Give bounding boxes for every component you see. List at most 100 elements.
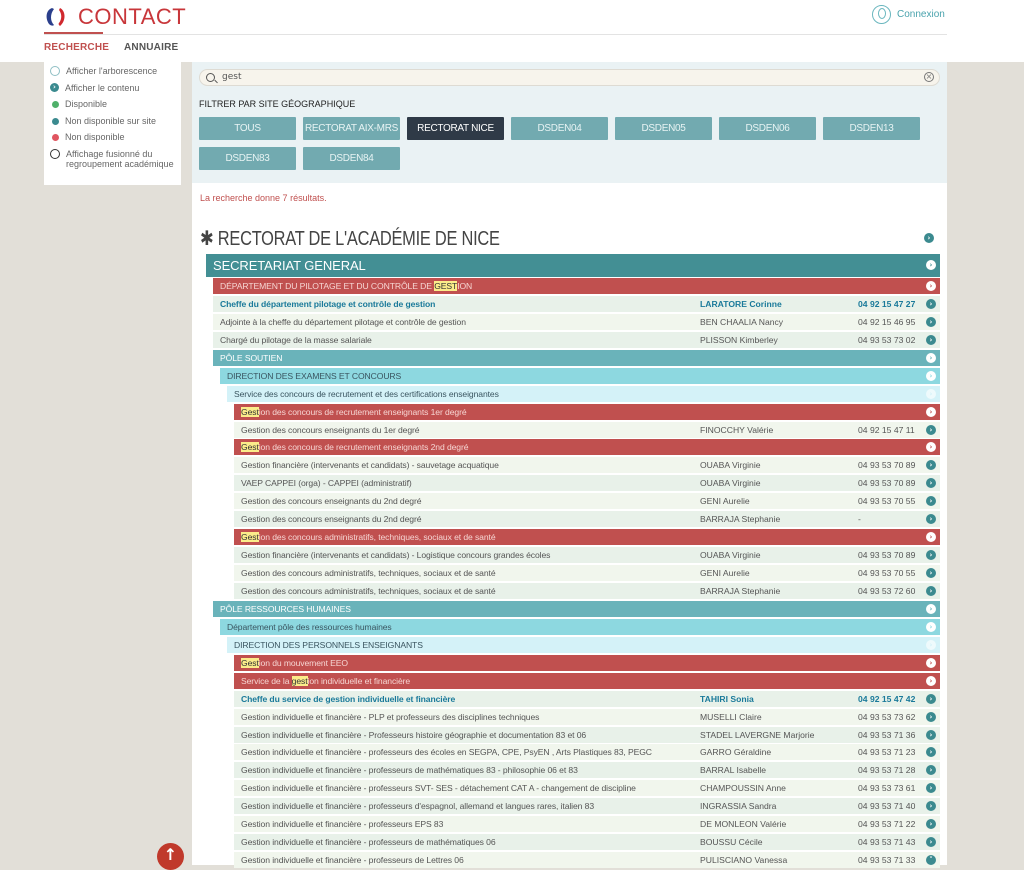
- contact-name: LARATORE Corinne: [700, 298, 782, 309]
- chevron-down-icon[interactable]: ˅: [926, 855, 936, 866]
- arrow-right-icon[interactable]: ›: [926, 639, 936, 650]
- arrow-right-icon[interactable]: ›: [926, 260, 936, 270]
- arrow-right-icon[interactable]: ›: [926, 765, 936, 776]
- row-label-text: Cheffe du service de gestion individuell…: [241, 693, 456, 704]
- contact-row[interactable]: Gestion individuelle et financière - PLP…: [234, 708, 940, 725]
- arrow-right-icon[interactable]: ›: [926, 442, 936, 453]
- scroll-to-top-button[interactable]: ↑: [157, 843, 184, 870]
- arrow-right-icon[interactable]: ›: [926, 837, 936, 848]
- filter-button[interactable]: RECTORAT NICE: [407, 117, 504, 140]
- filter-panel: gest × FILTRER PAR SITE GÉOGRAPHIQUE TOU…: [192, 62, 947, 183]
- arrow-right-icon[interactable]: ›: [926, 783, 936, 794]
- arrow-right-icon[interactable]: ›: [926, 316, 936, 327]
- contact-row[interactable]: VAEP CAPPEI (orga) - CAPPEI (administrat…: [234, 475, 940, 492]
- nav-recherche[interactable]: RECHERCHE: [44, 42, 110, 53]
- row-label-text: ion des concours de recrutement enseigna…: [258, 406, 467, 417]
- group-row[interactable]: PÔLE RESSOURCES HUMAINES ›: [213, 600, 940, 617]
- arrow-right-icon[interactable]: ›: [926, 478, 936, 489]
- arrow-right-icon[interactable]: ›: [926, 496, 936, 507]
- arrow-right-icon[interactable]: ›: [926, 514, 936, 525]
- filter-button[interactable]: DSDEN06: [719, 117, 816, 140]
- arrow-right-icon[interactable]: ›: [926, 801, 936, 812]
- contact-row[interactable]: Gestion des concours enseignants du 1er …: [234, 421, 940, 438]
- row-label-text: Gestion des concours administratifs, tec…: [241, 568, 496, 579]
- arrow-right-icon[interactable]: ›: [926, 388, 936, 399]
- contact-row[interactable]: Gestion individuelle et financière - pro…: [234, 780, 940, 797]
- arrow-right-icon[interactable]: ›: [926, 406, 936, 417]
- arrow-right-icon[interactable]: ›: [926, 675, 936, 686]
- contact-row[interactable]: Gestion financière (intervenants et cand…: [234, 547, 940, 564]
- legend-label: Non disponible: [65, 132, 125, 142]
- group-row[interactable]: DIRECTION DES EXAMENS ET CONCOURS ›: [220, 367, 940, 384]
- clear-search-icon[interactable]: ×: [924, 72, 934, 82]
- contact-row[interactable]: Gestion individuelle et financière - pro…: [234, 762, 940, 779]
- contact-row[interactable]: Gestion individuelle et financière - pro…: [234, 798, 940, 815]
- arrow-right-icon[interactable]: ›: [926, 532, 936, 543]
- contact-row[interactable]: Gestion des concours enseignants du 2nd …: [234, 493, 940, 510]
- contact-row[interactable]: Cheffe du département pilotage et contrô…: [213, 295, 940, 312]
- contact-row[interactable]: Gestion individuelle et financière - pro…: [234, 852, 940, 869]
- arrow-right-icon[interactable]: ›: [926, 819, 936, 830]
- search-input[interactable]: gest ×: [199, 69, 940, 86]
- contact-row[interactable]: Gestion individuelle et financière - Pro…: [234, 726, 940, 743]
- contact-name: TAHIRI Sonia: [700, 693, 754, 704]
- arrow-right-icon[interactable]: ›: [926, 621, 936, 632]
- contact-row[interactable]: Gestion des concours administratifs, tec…: [234, 565, 940, 582]
- filter-button[interactable]: TOUS: [199, 117, 296, 140]
- arrow-right-icon[interactable]: ›: [926, 370, 936, 381]
- filter-button[interactable]: DSDEN04: [511, 117, 608, 140]
- arrow-right-icon[interactable]: ›: [926, 729, 936, 740]
- contact-row[interactable]: Chargé du pilotage de la masse salariale…: [213, 331, 940, 348]
- arrow-right-icon[interactable]: ›: [926, 603, 936, 614]
- arrow-right-icon[interactable]: ›: [926, 657, 936, 668]
- contact-row[interactable]: Gestion individuelle et financière - pro…: [234, 744, 940, 761]
- contact-row[interactable]: Gestion des concours enseignants du 2nd …: [234, 511, 940, 528]
- contact-phone: 04 93 53 71 28: [858, 765, 916, 776]
- arrow-right-icon[interactable]: ›: [926, 747, 936, 758]
- group-row[interactable]: DIRECTION DES PERSONNELS ENSEIGNANTS ›: [227, 636, 940, 653]
- group-row[interactable]: DÉPARTEMENT DU PILOTAGE ET DU CONTRÔLE D…: [213, 278, 940, 294]
- arrow-right-icon[interactable]: ›: [926, 460, 936, 471]
- contact-name: GENI Aurelie: [700, 568, 750, 579]
- contact-row[interactable]: Cheffe du service de gestion individuell…: [234, 690, 940, 707]
- group-row[interactable]: PÔLE SOUTIEN ›: [213, 349, 940, 366]
- group-row[interactable]: Département pôle des ressources humaines…: [220, 618, 940, 635]
- row-label-text: Service des concours de recrutement et d…: [234, 388, 499, 399]
- arrow-right-icon[interactable]: ›: [926, 281, 936, 291]
- arrow-right-icon[interactable]: ›: [926, 550, 936, 561]
- group-row[interactable]: Service de la gestion individuelle et fi…: [234, 672, 940, 689]
- nav-annuaire[interactable]: ANNUAIRE: [124, 42, 179, 53]
- group-row[interactable]: Gestion des concours de recrutement ense…: [234, 403, 940, 420]
- arrow-right-icon[interactable]: ›: [926, 352, 936, 363]
- group-row[interactable]: Service des concours de recrutement et d…: [227, 385, 940, 402]
- arrow-right-icon[interactable]: ›: [926, 424, 936, 435]
- marianne-logo-icon: [46, 8, 65, 26]
- contact-phone: 04 93 53 71 43: [858, 837, 916, 848]
- contact-phone: 04 93 53 73 02: [858, 334, 916, 345]
- group-row[interactable]: Gestion des concours de recrutement ense…: [234, 439, 940, 456]
- arrow-right-icon[interactable]: ›: [924, 233, 934, 243]
- filter-button[interactable]: DSDEN13: [823, 117, 920, 140]
- filter-button[interactable]: DSDEN05: [615, 117, 712, 140]
- contact-row[interactable]: Gestion individuelle et financière - pro…: [234, 816, 940, 833]
- group-row[interactable]: Gestion des concours administratifs, tec…: [234, 529, 940, 546]
- arrow-right-icon[interactable]: ›: [926, 568, 936, 579]
- arrow-right-icon[interactable]: ›: [926, 298, 936, 309]
- contact-row[interactable]: Adjointe à la cheffe du département pilo…: [213, 313, 940, 330]
- arrow-right-icon[interactable]: ›: [926, 693, 936, 704]
- logo[interactable]: CONTACT: [44, 4, 186, 30]
- filter-button[interactable]: DSDEN84: [303, 147, 400, 170]
- contact-row[interactable]: Gestion financière (intervenants et cand…: [234, 457, 940, 474]
- contact-row[interactable]: Gestion des concours administratifs, tec…: [234, 582, 940, 599]
- group-row[interactable]: SECRETARIAT GENERAL ›: [206, 254, 940, 277]
- contact-phone: 04 92 15 46 95: [858, 316, 916, 327]
- filter-button[interactable]: RECTORAT AIX-MRS: [303, 117, 400, 140]
- row-label-text: Gestion individuelle et financière - pro…: [241, 801, 594, 812]
- arrow-right-icon[interactable]: ›: [926, 585, 936, 596]
- filter-button[interactable]: DSDEN83: [199, 147, 296, 170]
- arrow-right-icon[interactable]: ›: [926, 711, 936, 722]
- contact-row[interactable]: Gestion individuelle et financière - pro…: [234, 834, 940, 851]
- arrow-right-icon[interactable]: ›: [926, 334, 936, 345]
- group-row[interactable]: Gestion du mouvement EEO ›: [234, 654, 940, 671]
- login-link[interactable]: Connexion: [872, 5, 945, 24]
